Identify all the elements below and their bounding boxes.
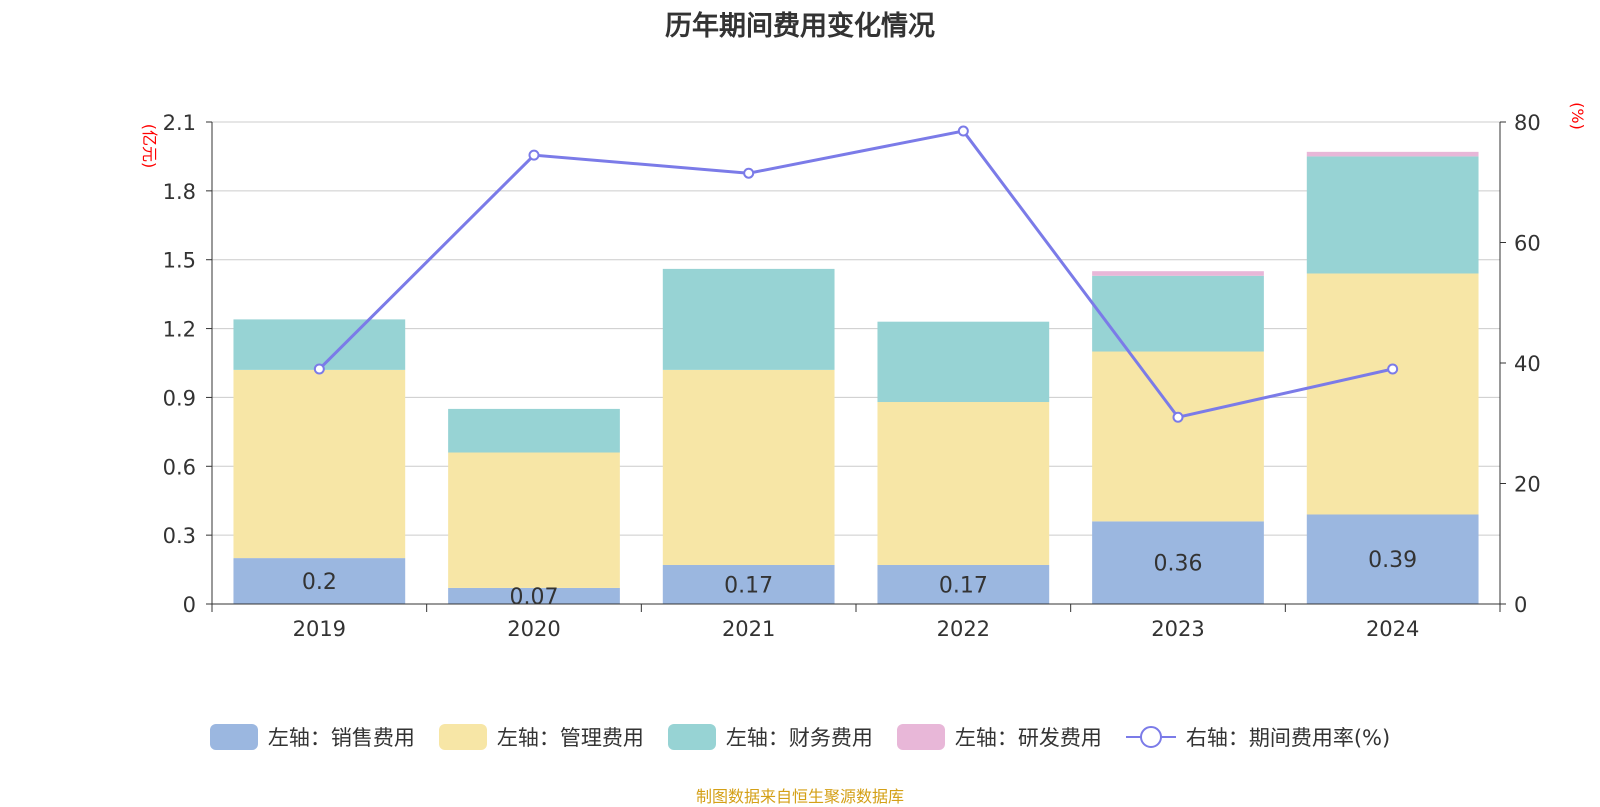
left-axis-tick-label: 0.3	[163, 524, 196, 548]
legend-label: 左轴：销售费用	[267, 726, 415, 750]
left-axis-tick-label: 0.6	[163, 455, 196, 479]
legend-item[interactable]: 左轴：管理费用	[438, 722, 644, 752]
right-axis-unit: (%)	[1568, 102, 1587, 130]
left-axis-tick-label: 1.5	[163, 249, 196, 273]
x-axis-tick-label: 2020	[507, 617, 560, 641]
legend-item[interactable]: 右轴：期间费用率(%)	[1125, 722, 1391, 752]
bar-data-label: 0.17	[724, 573, 773, 598]
legend-label: 左轴：财务费用	[725, 726, 873, 750]
rate-point	[957, 125, 969, 137]
bar-layer	[233, 151, 1479, 604]
legend-label: 左轴：研发费用	[954, 726, 1102, 750]
legend: 左轴：销售费用 左轴：管理费用 左轴：财务费用 左轴：研发费用 右轴：期间费用率(%)	[0, 722, 1600, 752]
source-note: 制图数据来自恒生聚源数据库	[695, 787, 904, 806]
legend-swatch	[896, 724, 945, 750]
bar-segment	[233, 558, 406, 604]
bar-data-label: 0.39	[1368, 548, 1417, 573]
left-axis-unit: (亿元)	[140, 124, 159, 169]
bar-segment	[448, 408, 620, 453]
bar-segment	[1306, 273, 1479, 515]
x-axis-tick-label: 2021	[722, 617, 775, 641]
bar-segment	[662, 369, 835, 565]
bar-data-label: 0.17	[939, 573, 988, 598]
rate-point	[743, 167, 755, 179]
bar-segment	[1092, 275, 1264, 352]
bar-segment	[1092, 521, 1264, 604]
x-axis-tick-label: 2019	[293, 617, 346, 641]
axes: 0 0.3 0.6 0.9 1.2 1.5 1.8 2.1 0 20 40 60 80 2019 2020 2…	[140, 102, 1587, 641]
bar-segment	[662, 564, 835, 604]
bar-segment	[877, 564, 1050, 604]
left-axis-tick-label: 0.9	[163, 386, 196, 410]
bar-segment	[1092, 271, 1264, 276]
bar-segment	[1306, 514, 1479, 604]
right-axis-tick-label: 80	[1514, 111, 1541, 135]
grid-lines	[212, 121, 1500, 536]
bar-segment	[1306, 156, 1479, 274]
chart-title: 历年期间费用变化情况	[665, 11, 935, 42]
bar-data-label: 0.2	[302, 570, 337, 595]
right-axis-tick-label: 0	[1514, 593, 1527, 617]
rate-point	[1387, 363, 1399, 375]
rate-point	[313, 363, 325, 375]
data-labels: 0.2 0.07 0.17 0.17 0.36 0.39	[302, 548, 1417, 610]
x-axis-tick-label: 2023	[1151, 617, 1204, 641]
bar-segment	[1306, 151, 1479, 157]
left-axis-tick-label: 2.1	[163, 111, 196, 135]
legend-swatch	[438, 724, 487, 750]
left-axis-tick-label: 0	[183, 593, 196, 617]
bar-segment	[877, 321, 1050, 403]
legend-swatch	[209, 724, 258, 750]
rate-point	[1172, 411, 1184, 423]
legend-label: 左轴：管理费用	[496, 726, 644, 750]
right-axis-tick-label: 20	[1514, 473, 1541, 497]
left-axis-tick-label: 1.8	[163, 180, 196, 204]
legend-item[interactable]: 左轴：财务费用	[667, 722, 873, 752]
rate-point	[528, 149, 540, 161]
legend-line-swatch	[1125, 726, 1176, 748]
legend-label: 右轴：期间费用率(%)	[1185, 726, 1391, 750]
rate-line	[318, 129, 1393, 419]
right-axis-tick-label: 40	[1514, 352, 1541, 376]
legend-swatch	[667, 724, 716, 750]
bar-segment	[1092, 351, 1264, 522]
rate-line-layer	[313, 125, 1399, 423]
left-axis-tick-label: 1.2	[163, 318, 196, 342]
bar-data-label: 0.36	[1154, 552, 1203, 577]
bar-segment	[233, 369, 406, 559]
x-axis-tick-label: 2024	[1366, 617, 1419, 641]
bar-segment	[662, 268, 835, 370]
legend-item[interactable]: 左轴：研发费用	[896, 722, 1102, 752]
bar-data-label: 0.07	[510, 585, 559, 610]
bar-segment	[233, 319, 406, 370]
bar-segment	[448, 587, 620, 604]
legend-item[interactable]: 左轴：销售费用	[209, 722, 415, 752]
right-axis-tick-label: 60	[1514, 232, 1541, 256]
bar-segment	[448, 452, 620, 588]
bar-segment	[877, 402, 1050, 565]
x-axis-tick-label: 2022	[937, 617, 990, 641]
